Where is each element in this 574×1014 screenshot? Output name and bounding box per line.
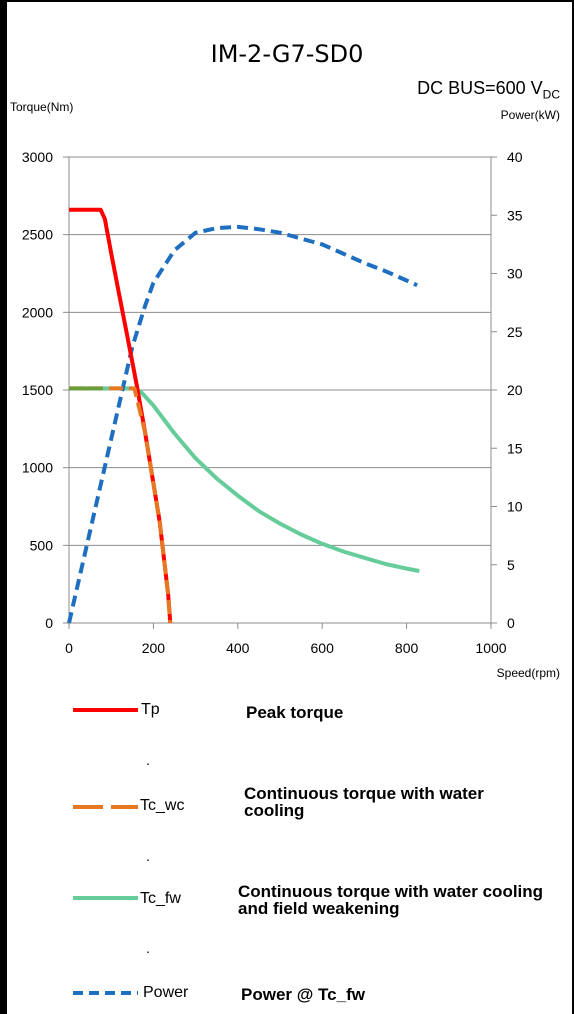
legend-separator-3: . xyxy=(146,940,150,956)
right-tick-label: 15 xyxy=(507,440,523,456)
series-line-power xyxy=(67,224,418,624)
legend-name-tc-fw: Tc_fw xyxy=(140,890,181,907)
x-tick-label: 1000 xyxy=(475,640,506,656)
x-tick-label: 800 xyxy=(395,640,419,656)
left-tick-label: 500 xyxy=(30,537,54,553)
legend-desc-tp: Peak torque xyxy=(246,703,344,722)
x-tick-label: 200 xyxy=(142,640,166,656)
left-tick-label: 2000 xyxy=(22,304,53,320)
x-tick-label: 600 xyxy=(311,640,335,656)
legend-separator-1: . xyxy=(146,752,150,768)
series-line-tc-fw xyxy=(69,386,420,573)
legend-name-power: Power xyxy=(143,984,189,1001)
left-tick-label: 1500 xyxy=(22,382,53,398)
x-tick-label: 400 xyxy=(226,640,250,656)
left-tick-label: 1000 xyxy=(22,460,53,476)
series-line-tp xyxy=(69,207,173,624)
right-tick-label: 40 xyxy=(507,149,523,165)
left-tick-label: 0 xyxy=(45,615,53,631)
left-tick-label: 2500 xyxy=(22,227,53,243)
right-tick-label: 10 xyxy=(507,499,523,515)
dc-bus-subscript: DC xyxy=(542,87,560,102)
legend-desc-power: Power @ Tc_fw xyxy=(241,985,365,1004)
right-tick-label: 25 xyxy=(507,324,523,340)
legend-name-tp: Tp xyxy=(141,701,160,718)
right-axis-label: Power(kW) xyxy=(500,108,560,122)
x-axis-label: Speed(rpm) xyxy=(496,666,560,680)
legend-desc-tc-fw: Continuous torque with water cooling and… xyxy=(238,882,544,918)
dc-bus-label: DC BUS=600 VDC xyxy=(417,78,560,102)
chart-title: IM-2-G7-SD0 xyxy=(210,40,364,68)
chart-plot: 0500100015002000250030000510152025303540… xyxy=(22,149,523,656)
right-tick-label: 30 xyxy=(507,266,523,282)
legend-lines xyxy=(73,708,138,995)
left-tick-label: 3000 xyxy=(22,149,53,165)
legend-desc-tc-wc: Continuous torque with water cooling xyxy=(244,784,484,820)
right-tick-label: 35 xyxy=(507,207,523,223)
right-tick-label: 20 xyxy=(507,382,523,398)
x-tick-label: 0 xyxy=(65,640,73,656)
legend-name-tc-wc: Tc_wc xyxy=(140,797,185,814)
dc-bus-text: DC BUS=600 V xyxy=(417,78,543,98)
series-line-tc-wc xyxy=(69,386,173,624)
right-tick-label: 5 xyxy=(507,557,515,573)
legend-separator-2: . xyxy=(146,848,150,864)
right-tick-label: 0 xyxy=(507,615,515,631)
left-axis-label: Torque(Nm) xyxy=(10,100,74,114)
